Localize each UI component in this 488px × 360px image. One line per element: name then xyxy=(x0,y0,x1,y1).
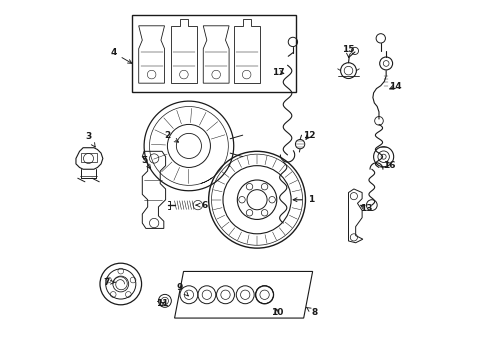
Text: 1: 1 xyxy=(292,195,313,204)
Text: 3: 3 xyxy=(85,132,95,147)
Text: 8: 8 xyxy=(305,307,317,317)
Text: 7: 7 xyxy=(103,278,115,287)
Text: 16: 16 xyxy=(383,161,395,170)
Text: 10: 10 xyxy=(270,308,283,317)
Text: 14: 14 xyxy=(388,82,401,91)
Text: 13: 13 xyxy=(360,204,372,213)
Text: 17: 17 xyxy=(272,68,285,77)
Text: 2: 2 xyxy=(164,131,178,142)
Bar xyxy=(131,15,296,92)
Text: 15: 15 xyxy=(342,45,354,57)
Text: 6: 6 xyxy=(196,201,208,210)
Text: 9: 9 xyxy=(176,283,188,296)
Text: 11: 11 xyxy=(156,299,168,308)
Text: 5: 5 xyxy=(141,156,150,168)
Text: 12: 12 xyxy=(302,131,315,140)
Text: 4: 4 xyxy=(110,48,132,63)
